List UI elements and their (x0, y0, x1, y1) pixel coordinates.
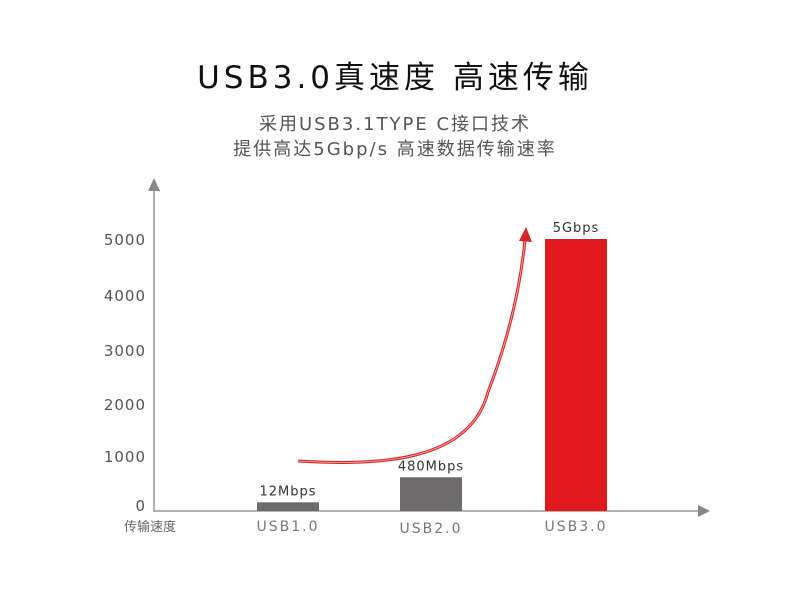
y-tick-label: 1000 (104, 448, 146, 466)
growth-curve-arrowhead-icon (519, 227, 532, 242)
subtitle-line-1: 采用USB3.1TYPE C接口技术 (258, 114, 532, 135)
page-title: USB3.0真速度 高速传输 (197, 60, 593, 96)
bar-usb1-0 (257, 502, 319, 511)
y-tick-label: 2000 (104, 396, 146, 414)
growth-curve (297, 227, 532, 464)
x-axis-title: 传输速度 (124, 519, 176, 535)
y-tick-label: 5000 (104, 231, 146, 249)
data-label: 12Mbps (259, 484, 316, 499)
x-axis-arrow-icon (698, 505, 710, 517)
y-tick-label: 4000 (104, 287, 146, 305)
data-labels: 12Mbps 480Mbps 5Gbps (259, 221, 600, 499)
data-label: 480Mbps (398, 459, 464, 474)
category-label: USB2.0 (399, 521, 462, 537)
subtitle-line-2: 提供高达5Gbp/s 高速数据传输速率 (233, 139, 557, 160)
bar-usb2-0 (400, 477, 462, 511)
category-label: USB3.0 (544, 519, 607, 535)
bar-usb3-0 (545, 239, 607, 511)
y-tick-label: 3000 (104, 342, 146, 360)
y-tick-label: 0 (135, 497, 146, 515)
growth-curve-line (297, 239, 527, 464)
y-axis-arrow-icon (148, 178, 160, 191)
category-labels: USB1.0 USB2.0 USB3.0 (256, 519, 607, 537)
category-label: USB1.0 (256, 519, 319, 535)
data-label: 5Gbps (553, 221, 600, 236)
growth-curve-highlight (297, 239, 526, 463)
bars (257, 239, 607, 511)
y-tick-labels: 0 1000 2000 3000 4000 5000 (104, 231, 146, 515)
